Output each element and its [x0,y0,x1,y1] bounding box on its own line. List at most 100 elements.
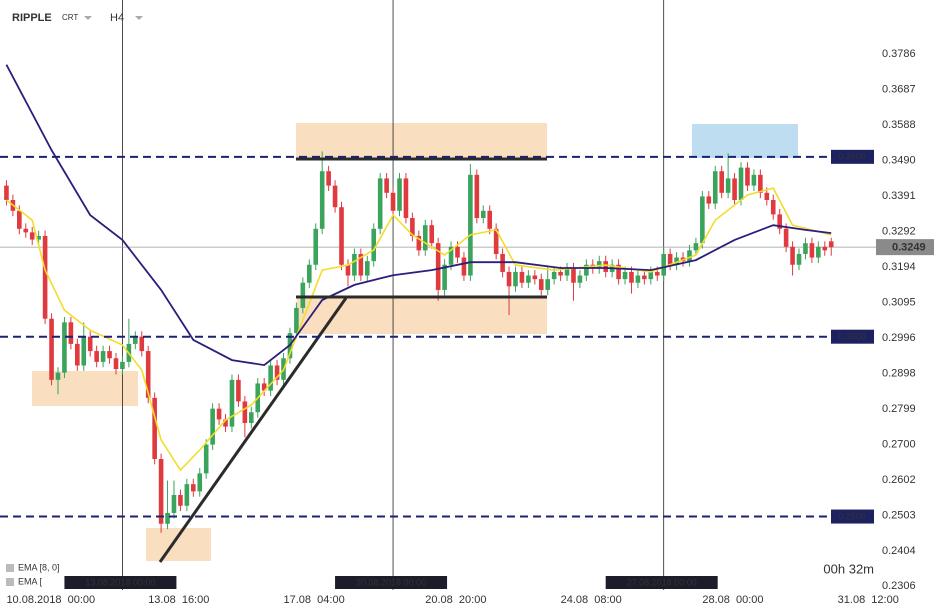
candle-body [210,408,215,445]
candle-body [216,408,222,420]
event-label-box [335,576,448,589]
candle-body [29,232,35,240]
candle-body [416,235,422,251]
candle-body [480,210,486,218]
candle-body [687,250,692,262]
candle-body [442,264,447,290]
last-price-label: 0.3249 [892,242,926,254]
candle-body [616,264,621,280]
candle-body [577,275,583,283]
dropdown-arrow[interactable] [135,16,143,20]
y-tick-label: 0.3391 [882,190,916,202]
y-tick-label: 0.2602 [882,474,916,486]
candle-body [796,253,802,265]
candle-body [313,228,319,265]
candle-body [603,261,608,272]
candle-body [100,351,106,362]
candle-body [358,253,364,276]
candle-body [622,271,628,280]
candle-body [584,264,589,276]
candle-body [474,174,480,218]
candle-body [648,271,654,280]
candle-body [107,351,112,359]
candle-body [165,512,170,524]
candle-body [178,494,183,506]
candle-body [191,484,196,492]
candle-body [422,225,428,251]
drawings [0,155,830,563]
candle-body [145,351,151,398]
candle-body [429,225,435,244]
y-tick-label: 0.2503 [882,509,916,521]
drawings [32,123,798,561]
y-tick-label: 0.3786 [882,48,916,60]
candle-body [274,365,280,380]
legend-entry: EMA [ [18,576,43,586]
event-label: 13.08.2018 00:00 [85,577,155,587]
candle-body [81,336,87,366]
candle-body [339,207,344,265]
candle-body [719,171,724,193]
candle-body [564,268,570,276]
event-label: 20.08.2018 00:00 [356,577,426,587]
candle-body [667,253,673,265]
candle-body [223,419,228,427]
candle-body [171,494,177,513]
candle-body [745,167,750,186]
x-tick-label: 31.08 12:00 [838,594,899,606]
candle-body [139,336,145,352]
candle-body [558,271,563,276]
candle-body [635,275,641,283]
x-tick-label: 20.08 20:00 [425,594,486,606]
candle-body [661,253,666,276]
feed[interactable]: CRT [62,13,78,22]
candle-body [23,228,29,233]
event-label-box [605,576,718,589]
candle-body [764,192,770,200]
y-tick-label: 0.2799 [882,403,916,415]
candle-body [377,178,383,229]
candle-body [455,246,460,258]
candle-body [242,401,248,424]
candle-body [410,217,415,236]
candle-body [706,196,712,204]
plot [0,0,876,590]
candle-body [36,235,41,240]
candle-body [403,178,409,218]
candle-body [822,246,828,251]
timeframe[interactable]: H4 [110,12,124,24]
candle-body [828,241,834,248]
candle-body [184,484,190,506]
candle-body [87,336,93,352]
candle-body [94,351,99,362]
candle-body [229,379,235,427]
candle-body [493,228,499,254]
level-label: 0.2500 [838,511,866,521]
candle-body [236,379,241,402]
zone [297,298,547,334]
y-tick-label: 0.3490 [882,154,916,166]
candle-body [777,214,782,229]
candle-body [513,271,518,287]
symbol[interactable]: RIPPLE [12,12,52,24]
dropdown-arrow[interactable] [84,16,92,20]
y-tick-label: 0.3194 [882,261,916,273]
level-label: 0.3000 [838,332,866,342]
candle-body [133,336,138,344]
candle-body [674,257,679,265]
candle-body [448,246,454,265]
x-tick-label: 17.08 04:00 [284,594,345,606]
candle-body [113,358,119,370]
candle-body [152,397,157,459]
candle-body [790,246,795,265]
candle-body [758,174,763,193]
candle-body [487,210,493,229]
candle-body [197,473,203,492]
candle-timer: 00h 32m [823,561,874,576]
candle-body [364,261,370,276]
candle-body [332,185,338,208]
candle-body [596,261,602,269]
candle-body [571,268,576,283]
y-tick-label: 0.2700 [882,439,916,451]
candle-body [538,279,544,290]
